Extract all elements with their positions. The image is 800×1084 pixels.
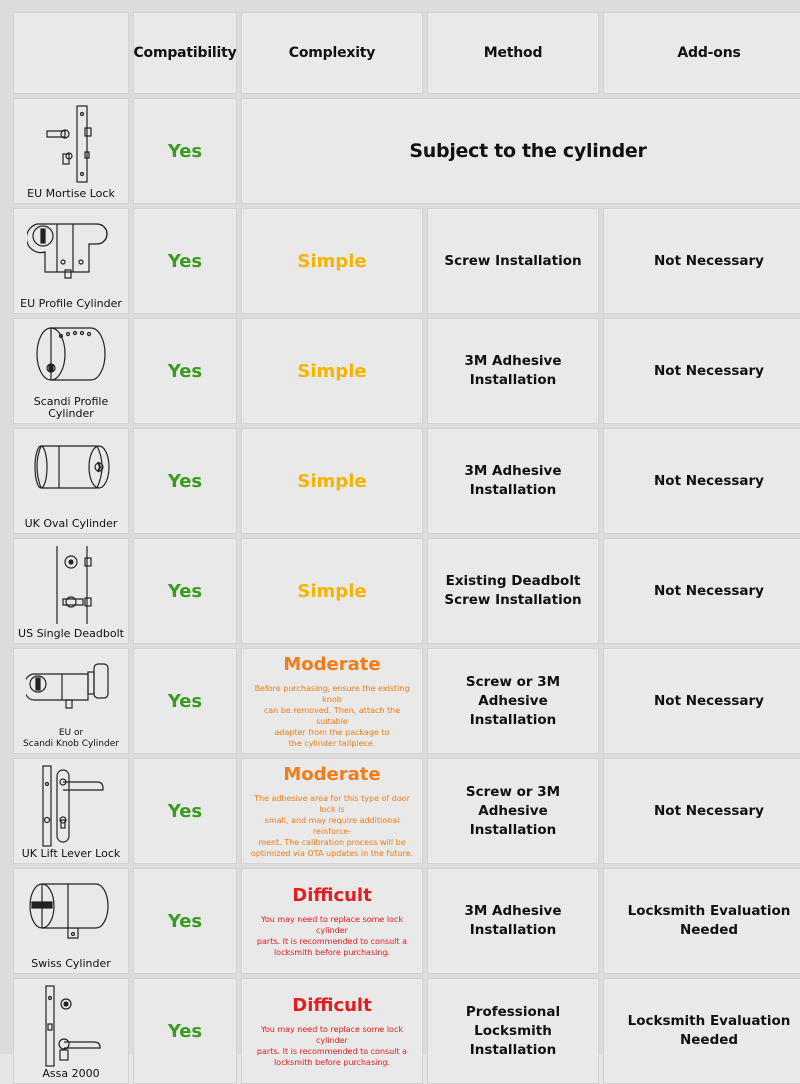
swiss-cylinder-icon bbox=[29, 883, 109, 939]
method-value: Professional Locksmith Installation bbox=[427, 978, 599, 1084]
complexity-note: The adhesive area for this type of door … bbox=[250, 793, 414, 858]
addons-value: Not Necessary bbox=[603, 208, 800, 314]
method-value: Screw or 3M Adhesive Installation bbox=[427, 758, 599, 864]
complexity-value: Difficult bbox=[292, 994, 372, 1016]
type-cell-uk-lift-lever: UK Lift Lever Lock bbox=[13, 758, 129, 864]
addons-value: Not Necessary bbox=[603, 538, 800, 644]
compat-value: Yes bbox=[133, 318, 237, 424]
type-label: US Single Deadbolt bbox=[18, 627, 124, 640]
type-label: Swiss Cylinder bbox=[31, 957, 111, 970]
header-addons: Add-ons bbox=[603, 12, 800, 94]
type-label: EU Profile Cylinder bbox=[20, 297, 122, 310]
eu-profile-cylinder-icon bbox=[27, 223, 108, 279]
us-single-deadbolt-icon bbox=[56, 546, 92, 624]
complexity-value: Simple bbox=[241, 538, 423, 644]
type-cell-us-deadbolt: US Single Deadbolt bbox=[13, 538, 129, 644]
type-label: EU or Scandi Knob Cylinder bbox=[23, 728, 119, 749]
header-compatibility: Compatibility bbox=[133, 12, 237, 94]
compat-value: Yes bbox=[133, 868, 237, 974]
addons-value: Locksmith Evaluation Needed bbox=[603, 978, 800, 1084]
type-label: UK Lift Lever Lock bbox=[21, 847, 121, 860]
compat-value: Yes bbox=[133, 648, 237, 754]
complexity-value: Simple bbox=[241, 428, 423, 534]
type-cell-eu-profile: EU Profile Cylinder bbox=[13, 208, 129, 314]
type-cell-assa-2000: Assa 2000 bbox=[13, 978, 129, 1084]
complexity-note: Before purchasing, ensure the existing k… bbox=[254, 683, 410, 748]
type-cell-scandi-profile: Scandi Profile Cylinder bbox=[13, 318, 129, 424]
complexity-value: Moderate bbox=[283, 763, 381, 785]
header-complexity: Complexity bbox=[241, 12, 423, 94]
assa-2000-icon bbox=[45, 985, 101, 1067]
header-method: Method bbox=[427, 12, 599, 94]
compat-value: Yes bbox=[133, 208, 237, 314]
addons-value: Not Necessary bbox=[603, 648, 800, 754]
type-label: UK Oval Cylinder bbox=[24, 517, 118, 530]
complexity-note: You may need to replace some lock cylind… bbox=[256, 914, 408, 957]
method-value: 3M Adhesive Installation bbox=[427, 318, 599, 424]
compat-value: Yes bbox=[133, 978, 237, 1084]
type-label: EU Mortise Lock bbox=[27, 187, 115, 200]
complexity-cell: Moderate The adhesive area for this type… bbox=[241, 758, 423, 864]
uk-lift-lever-lock-icon bbox=[42, 765, 104, 847]
header-empty-cell bbox=[13, 12, 129, 94]
complexity-value: Simple bbox=[241, 208, 423, 314]
complexity-cell: Difficult You may need to replace some l… bbox=[241, 868, 423, 974]
compat-value: Yes bbox=[133, 758, 237, 864]
complexity-cell: Difficult You may need to replace some l… bbox=[241, 978, 423, 1084]
knob-cylinder-icon bbox=[26, 663, 109, 709]
complexity-value: Difficult bbox=[292, 884, 372, 906]
method-value: Screw or 3M Adhesive Installation bbox=[427, 648, 599, 754]
compat-value: Yes bbox=[133, 428, 237, 534]
method-value: Existing Deadbolt Screw Installation bbox=[427, 538, 599, 644]
compat-value: Yes bbox=[133, 538, 237, 644]
complexity-value: Moderate bbox=[283, 653, 381, 675]
scandi-profile-cylinder-icon bbox=[36, 327, 106, 381]
addons-value: Locksmith Evaluation Needed bbox=[603, 868, 800, 974]
type-cell-knob-cylinder: EU or Scandi Knob Cylinder bbox=[13, 648, 129, 754]
type-label: Assa 2000 bbox=[42, 1067, 100, 1080]
addons-value: Not Necessary bbox=[603, 758, 800, 864]
compat-value: Yes bbox=[133, 98, 237, 204]
complexity-value: Simple bbox=[241, 318, 423, 424]
type-cell-eu-mortise: EU Mortise Lock bbox=[13, 98, 129, 204]
eu-mortise-lock-icon bbox=[46, 105, 92, 183]
method-value: 3M Adhesive Installation bbox=[427, 868, 599, 974]
addons-value: Not Necessary bbox=[603, 318, 800, 424]
addons-value: Not Necessary bbox=[603, 428, 800, 534]
type-cell-uk-oval: UK Oval Cylinder bbox=[13, 428, 129, 534]
method-value: Screw Installation bbox=[427, 208, 599, 314]
method-value: 3M Adhesive Installation bbox=[427, 428, 599, 534]
merged-note: Subject to the cylinder bbox=[241, 98, 800, 204]
complexity-note: You may need to replace some lock cylind… bbox=[256, 1024, 408, 1067]
type-label: Scandi Profile Cylinder bbox=[33, 395, 109, 420]
complexity-cell: Moderate Before purchasing, ensure the e… bbox=[241, 648, 423, 754]
compatibility-table: Compatibility Complexity Method Add-ons … bbox=[13, 12, 800, 1080]
uk-oval-cylinder-icon bbox=[34, 445, 110, 489]
type-cell-swiss: Swiss Cylinder bbox=[13, 868, 129, 974]
